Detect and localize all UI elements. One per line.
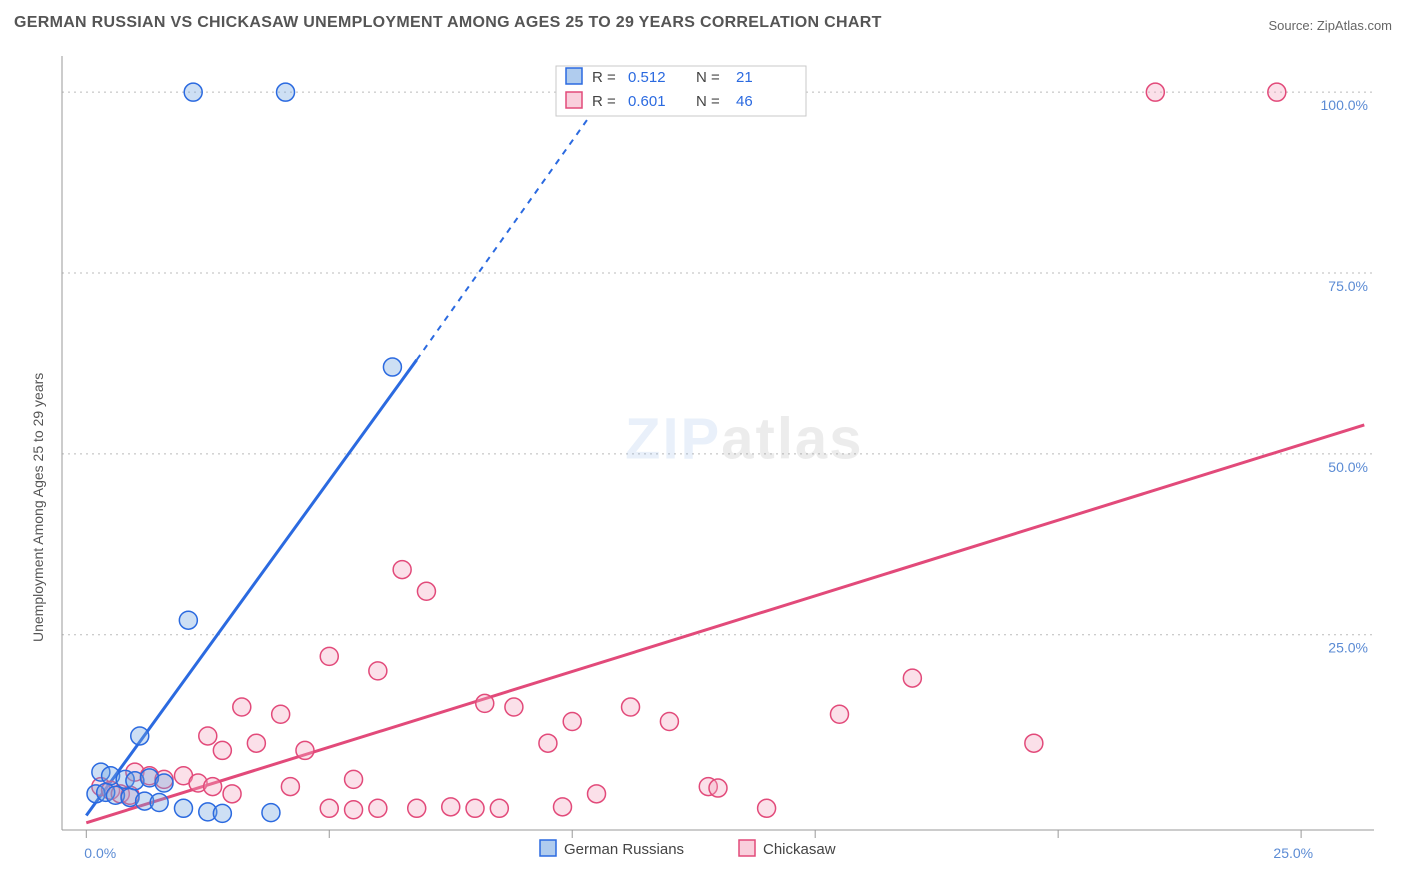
data-point-chickasaw	[345, 770, 363, 788]
legend-n-label: N =	[696, 93, 720, 110]
data-point-german_russians	[150, 794, 168, 812]
legend-swatch	[566, 68, 582, 84]
data-point-chickasaw	[204, 778, 222, 796]
legend-r-label: R =	[592, 69, 616, 86]
legend-r-value: 0.512	[628, 69, 666, 86]
data-point-chickasaw	[393, 561, 411, 579]
data-point-chickasaw	[903, 669, 921, 687]
data-point-german_russians	[262, 804, 280, 822]
trendline-chickasaw	[86, 425, 1364, 823]
data-point-chickasaw	[442, 798, 460, 816]
data-point-chickasaw	[247, 734, 265, 752]
data-point-chickasaw	[417, 582, 435, 600]
legend-series-label: Chickasaw	[763, 841, 836, 858]
x-tick-label: 0.0%	[84, 845, 116, 861]
legend-swatch	[739, 840, 755, 856]
data-point-chickasaw	[588, 785, 606, 803]
data-point-chickasaw	[563, 712, 581, 730]
data-point-chickasaw	[408, 799, 426, 817]
data-point-chickasaw	[466, 799, 484, 817]
watermark: ZIPatlas	[625, 406, 863, 471]
data-point-german_russians	[131, 727, 149, 745]
data-point-chickasaw	[539, 734, 557, 752]
data-point-german_russians	[213, 804, 231, 822]
data-point-german_russians	[383, 358, 401, 376]
data-point-german_russians	[277, 83, 295, 101]
data-point-chickasaw	[1146, 83, 1164, 101]
data-point-german_russians	[179, 611, 197, 629]
data-point-chickasaw	[272, 705, 290, 723]
data-point-chickasaw	[622, 698, 640, 716]
data-point-chickasaw	[758, 799, 776, 817]
data-point-chickasaw	[554, 798, 572, 816]
data-point-chickasaw	[660, 712, 678, 730]
legend-n-label: N =	[696, 69, 720, 86]
y-tick-label: 25.0%	[1328, 640, 1368, 656]
data-point-chickasaw	[1025, 734, 1043, 752]
data-point-chickasaw	[1268, 83, 1286, 101]
y-tick-label: 75.0%	[1328, 278, 1368, 294]
legend-r-value: 0.601	[628, 93, 666, 110]
data-point-chickasaw	[505, 698, 523, 716]
data-point-chickasaw	[296, 741, 314, 759]
data-point-chickasaw	[369, 799, 387, 817]
y-tick-label: 50.0%	[1328, 459, 1368, 475]
legend-n-value: 46	[736, 93, 753, 110]
scatter-chart: 0.0% 25.0% 25.0% 50.0% 75.0% 100.0% ZIPatlas R …	[0, 0, 1406, 892]
data-point-chickasaw	[320, 799, 338, 817]
data-point-chickasaw	[709, 779, 727, 797]
legend-r-label: R =	[592, 93, 616, 110]
data-point-chickasaw	[223, 785, 241, 803]
y-tick-label: 100.0%	[1321, 97, 1368, 113]
data-point-german_russians	[184, 83, 202, 101]
trendline-extrapolated-german_russians	[417, 107, 597, 360]
legend-swatch	[566, 92, 582, 108]
data-point-chickasaw	[320, 647, 338, 665]
data-point-chickasaw	[369, 662, 387, 680]
data-point-chickasaw	[830, 705, 848, 723]
legend-n-value: 21	[736, 69, 753, 86]
data-point-german_russians	[174, 799, 192, 817]
x-tick-label: 25.0%	[1273, 845, 1313, 861]
data-point-chickasaw	[476, 694, 494, 712]
data-point-chickasaw	[490, 799, 508, 817]
data-point-german_russians	[155, 774, 173, 792]
legend-series-label: German Russians	[564, 841, 684, 858]
data-point-chickasaw	[199, 727, 217, 745]
data-point-chickasaw	[345, 801, 363, 819]
data-point-chickasaw	[233, 698, 251, 716]
data-point-chickasaw	[213, 741, 231, 759]
legend-swatch	[540, 840, 556, 856]
data-point-chickasaw	[281, 778, 299, 796]
